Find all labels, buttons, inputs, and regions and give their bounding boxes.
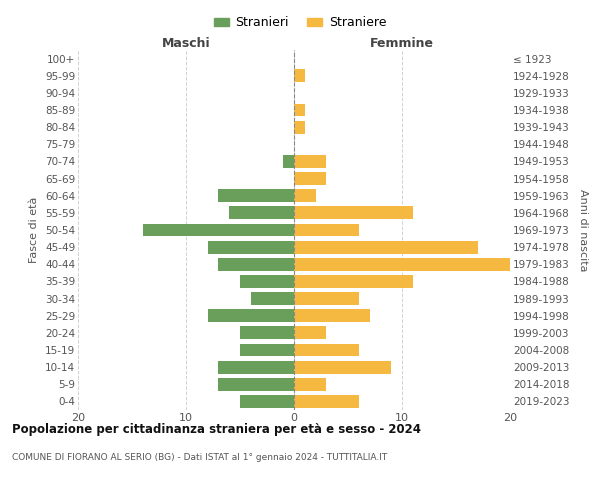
Bar bbox=[294, 172, 326, 185]
Bar bbox=[240, 344, 294, 356]
Bar bbox=[294, 206, 413, 220]
Bar bbox=[240, 395, 294, 408]
Bar bbox=[294, 310, 370, 322]
Bar bbox=[294, 275, 413, 288]
Bar bbox=[294, 258, 510, 270]
Bar bbox=[294, 378, 326, 390]
Bar bbox=[294, 360, 391, 374]
Text: Maschi: Maschi bbox=[161, 37, 211, 50]
Y-axis label: Fasce di età: Fasce di età bbox=[29, 197, 40, 263]
Legend: Stranieri, Straniere: Stranieri, Straniere bbox=[209, 11, 391, 34]
Bar bbox=[294, 395, 359, 408]
Y-axis label: Anni di nascita: Anni di nascita bbox=[578, 188, 588, 271]
Text: Femmine: Femmine bbox=[370, 37, 434, 50]
Text: COMUNE DI FIORANO AL SERIO (BG) - Dati ISTAT al 1° gennaio 2024 - TUTTITALIA.IT: COMUNE DI FIORANO AL SERIO (BG) - Dati I… bbox=[12, 452, 387, 462]
Text: Popolazione per cittadinanza straniera per età e sesso - 2024: Popolazione per cittadinanza straniera p… bbox=[12, 422, 421, 436]
Bar bbox=[218, 190, 294, 202]
Bar bbox=[208, 310, 294, 322]
Bar bbox=[294, 224, 359, 236]
Bar bbox=[240, 275, 294, 288]
Bar bbox=[218, 258, 294, 270]
Bar bbox=[294, 326, 326, 340]
Bar bbox=[143, 224, 294, 236]
Bar bbox=[294, 240, 478, 254]
Bar bbox=[294, 104, 305, 117]
Bar bbox=[294, 190, 316, 202]
Bar bbox=[251, 292, 294, 305]
Bar bbox=[294, 120, 305, 134]
Bar bbox=[294, 155, 326, 168]
Bar bbox=[283, 155, 294, 168]
Bar bbox=[218, 378, 294, 390]
Bar bbox=[294, 70, 305, 82]
Bar bbox=[208, 240, 294, 254]
Bar bbox=[218, 360, 294, 374]
Bar bbox=[294, 292, 359, 305]
Bar bbox=[229, 206, 294, 220]
Bar bbox=[240, 326, 294, 340]
Bar bbox=[294, 344, 359, 356]
